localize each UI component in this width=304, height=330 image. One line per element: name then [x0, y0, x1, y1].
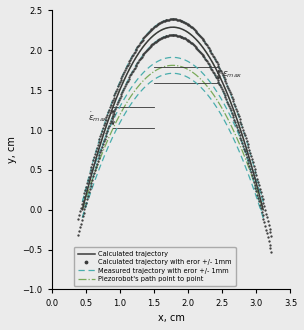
Text: $\varepsilon_{max}$: $\varepsilon_{max}$: [222, 69, 243, 80]
Text: $\dot{\varepsilon}_{max}$: $\dot{\varepsilon}_{max}$: [88, 111, 109, 124]
Legend: Calculated trajectory, Calculated trajectory with eror +/- 1mm, Measured traject: Calculated trajectory, Calculated trajec…: [74, 247, 236, 286]
Y-axis label: y, cm: y, cm: [7, 137, 17, 163]
X-axis label: x, cm: x, cm: [157, 313, 185, 323]
